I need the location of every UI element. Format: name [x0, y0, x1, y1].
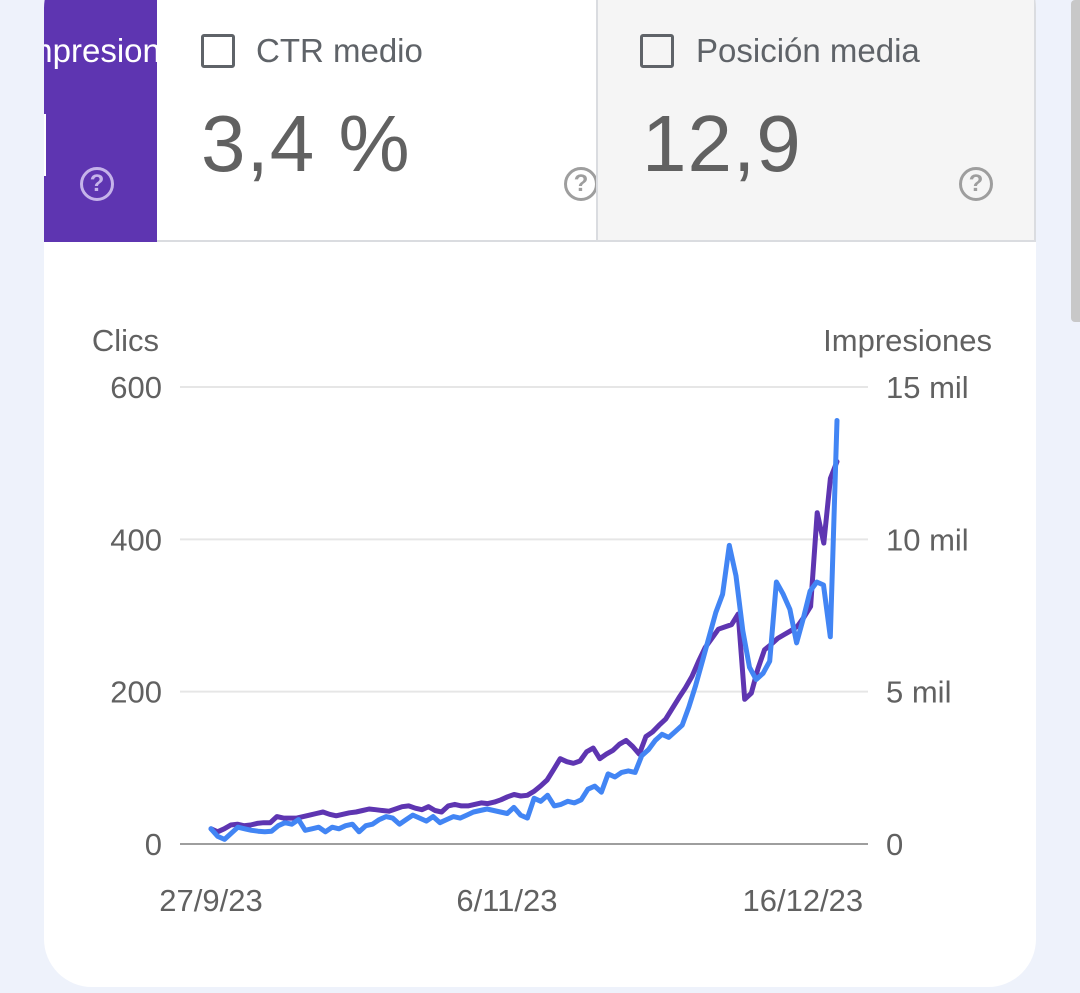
series-line-clicks [208, 459, 840, 835]
position-checkbox[interactable] [640, 34, 674, 68]
metric-position[interactable]: Posición media 12,9 ? [596, 0, 1036, 242]
x-tick-label: 27/9/23 [159, 883, 262, 918]
position-label: Posición media [696, 32, 920, 69]
y-tick-right-label: 10 mil [886, 522, 969, 557]
y-tick-right-label: 15 mil [886, 370, 969, 405]
performance-card: Impresiones tota… ? CTR medio 3,4 % ? Po… [44, 0, 1036, 987]
ctr-checkbox[interactable] [201, 34, 235, 68]
y-axis-left-title: Clics [92, 323, 159, 358]
y-tick-left-label: 200 [110, 675, 162, 710]
ctr-label: CTR medio [256, 32, 423, 69]
help-icon[interactable]: ? [959, 167, 993, 201]
y-tick-left-label: 0 [145, 827, 162, 862]
x-tick-label: 16/12/23 [742, 883, 863, 918]
y-tick-left-label: 400 [110, 522, 162, 557]
series-line-impressions [208, 418, 840, 842]
scrollbar-thumb[interactable] [1071, 0, 1080, 322]
metric-ctr[interactable]: CTR medio 3,4 % ? [157, 0, 598, 242]
help-icon[interactable]: ? [80, 167, 114, 201]
x-tick-label: 6/11/23 [456, 883, 557, 918]
y-tick-right-label: 0 [886, 827, 903, 862]
y-axis-right-title: Impresiones [823, 323, 992, 358]
metric-total-value-fragment [44, 114, 46, 176]
y-tick-right-label: 5 mil [886, 675, 951, 710]
ctr-value: 3,4 % [201, 99, 411, 188]
y-tick-left-label: 600 [110, 370, 162, 405]
position-value: 12,9 [642, 99, 802, 188]
